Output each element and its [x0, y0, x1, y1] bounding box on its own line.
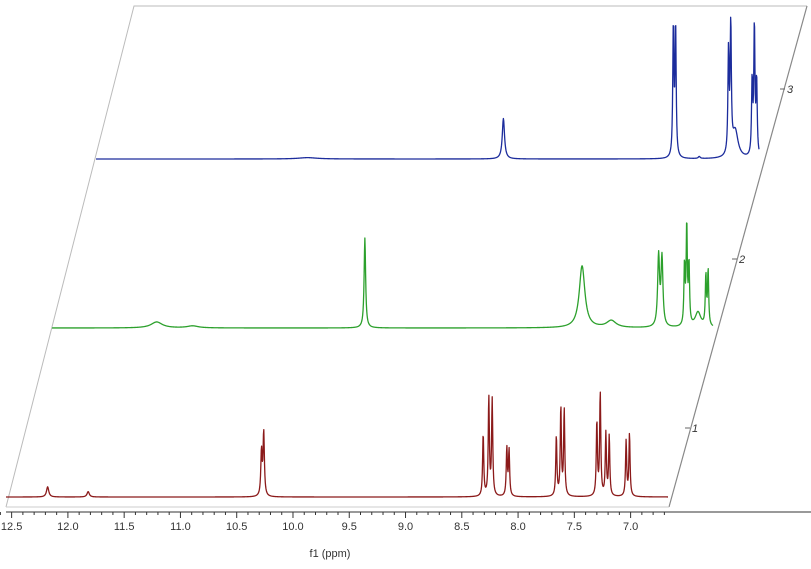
trace-label-2: 2 — [738, 254, 745, 266]
x-tick-label: 12.0 — [57, 521, 78, 533]
x-axis: 12.5 12.0 11.5 11.0 10.5 10.0 9.5 9.0 8.5 8.0 7.5 7… — [0, 511, 811, 533]
x-tick-label: 11.5 — [114, 521, 135, 533]
x-tick-label: 12.5 — [1, 521, 22, 533]
x-tick-label: 11.0 — [170, 521, 191, 533]
x-tick-label: 7.5 — [567, 521, 582, 533]
trace-label-3: 3 — [787, 84, 794, 96]
spectrum-trace-2 — [51, 222, 714, 329]
spectrum-trace-1 — [5, 391, 669, 498]
frame-right-edge — [668, 5, 808, 508]
x-tick-label: 8.5 — [454, 521, 469, 533]
trace-labels: 1 2 3 — [685, 84, 794, 435]
x-tick-label: 10.5 — [226, 521, 247, 533]
spectra-group — [5, 16, 760, 498]
x-axis-label: f1 (ppm) — [310, 548, 351, 560]
spectrum-trace-3 — [95, 16, 760, 160]
x-tick-label: 9.0 — [398, 521, 413, 533]
x-tick-label: 7.0 — [623, 521, 638, 533]
x-tick-label: 8.0 — [510, 521, 525, 533]
frame-back-edge — [5, 5, 807, 508]
x-tick-label: 10.0 — [282, 521, 303, 533]
x-tick-label: 9.5 — [342, 521, 357, 533]
trace-label-1: 1 — [692, 423, 698, 435]
